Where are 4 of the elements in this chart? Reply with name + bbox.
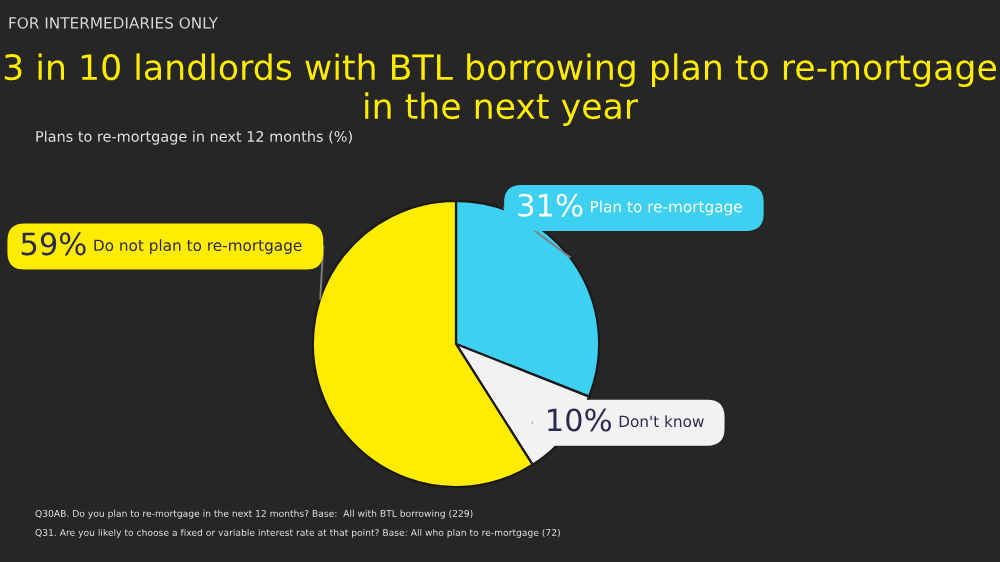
chart-title: 3 in 10 landlords with BTL borrowing plan to re-mortgage in the next year [4, 53, 996, 126]
data-label: 31% [518, 193, 583, 217]
data-label: 10% [548, 408, 611, 432]
data-label: 59% [21, 232, 86, 256]
